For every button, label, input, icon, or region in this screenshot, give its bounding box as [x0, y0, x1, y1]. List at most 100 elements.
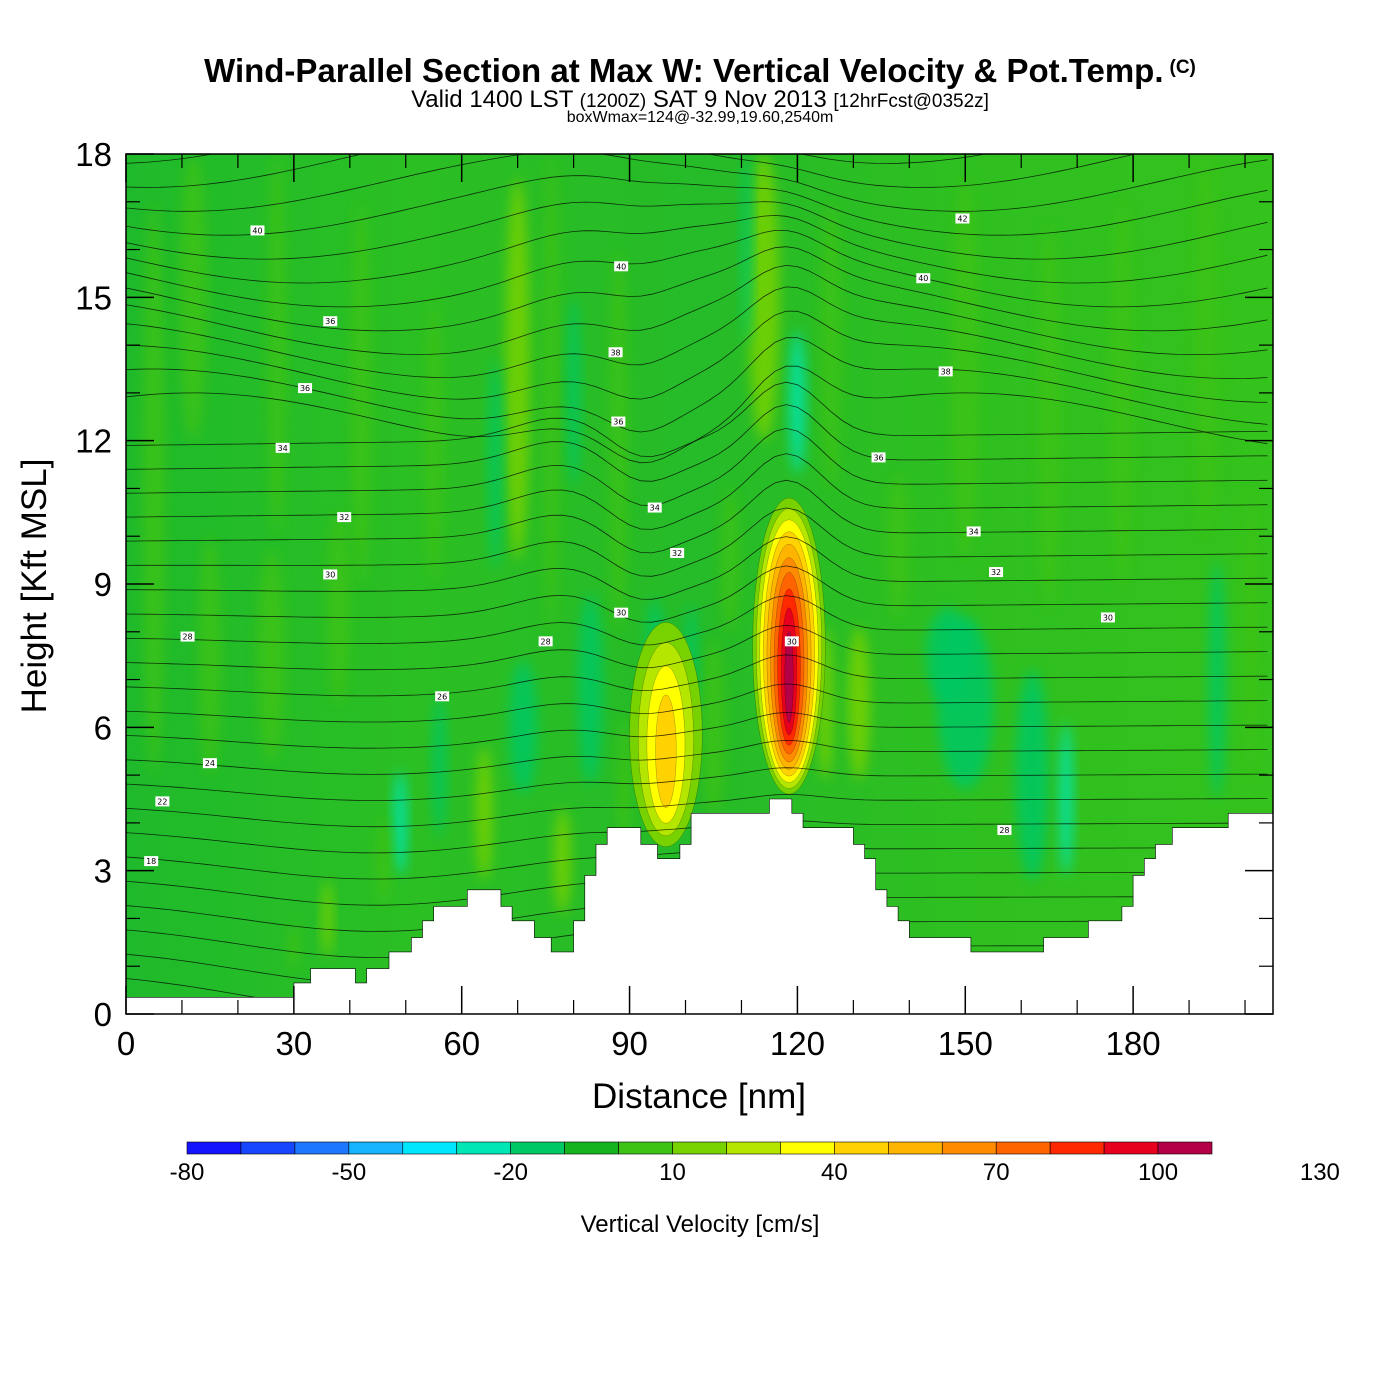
velocity-cell: [268, 154, 287, 537]
contour-label-text: 40: [918, 274, 928, 283]
colorbar-tick-label: 70: [983, 1159, 1010, 1186]
contour-label-text: 36: [300, 384, 310, 393]
velocity-cell: [578, 593, 603, 785]
contour-label-text: 36: [325, 317, 335, 326]
velocity-field: [142, 154, 1258, 971]
velocity-cell: [142, 201, 166, 776]
updraft-contour: [784, 630, 794, 723]
y-tick-label: 0: [94, 996, 112, 1033]
contour-label: 38: [938, 366, 953, 377]
contour-label-text: 34: [650, 504, 660, 513]
velocity-cell: [847, 627, 871, 780]
y-tick-label: 3: [94, 853, 112, 890]
chart-subtitle: Valid 1400 LST (1200Z) SAT 9 Nov 2013 [1…: [0, 86, 1400, 114]
isentrope: [126, 507, 1268, 577]
contour-label-box: [155, 796, 170, 807]
velocity-cell: [432, 693, 447, 838]
isentrope: [126, 536, 1268, 600]
x-tick-label: 180: [1106, 1025, 1161, 1062]
colorbar-swatch: [780, 1141, 835, 1155]
y-tick-label: 9: [94, 566, 112, 603]
velocity-cell: [1208, 560, 1226, 799]
velocity-cell: [926, 607, 971, 704]
copyright-mark: (C): [1169, 57, 1196, 78]
velocity-cell: [748, 154, 780, 441]
colorbar-swatch: [186, 1141, 242, 1155]
contour-label-box: [250, 225, 265, 236]
contour-label: 36: [298, 383, 313, 394]
colorbar-swatch: [941, 1141, 997, 1155]
contour-label-text: 28: [999, 826, 1009, 835]
contour-label-box: [784, 636, 799, 647]
contour-label-box: [611, 416, 626, 427]
contour-label-text: 30: [325, 570, 335, 579]
contour-label-box: [916, 273, 931, 284]
colorbar-tick-label: -20: [493, 1159, 528, 1186]
isentrope: [126, 595, 1268, 646]
isentrope: [126, 453, 1268, 530]
contour-label-box: [608, 347, 623, 358]
contour-label-text: 34: [278, 444, 288, 453]
colorbar-swatch: [1049, 1141, 1105, 1155]
velocity-cell: [257, 550, 286, 761]
contour-label: 40: [250, 225, 265, 236]
velocity-cell: [542, 154, 560, 632]
contour-label: 32: [337, 512, 352, 523]
colorbar-tick-label: 10: [659, 1159, 686, 1186]
contour-label-box: [989, 567, 1004, 578]
velocity-cell: [1243, 488, 1258, 776]
colorbar-swatch: [240, 1141, 296, 1155]
isentrope: [126, 286, 1268, 380]
velocity-cell: [554, 808, 571, 914]
terrain-mask: [126, 798, 1273, 1014]
contour-label-box: [298, 383, 313, 394]
contour-label: 36: [323, 316, 338, 327]
contour-label-box: [938, 366, 953, 377]
contour-label-text: 38: [941, 367, 951, 376]
box-wmax-info: boxWmax=124@-32.99,19.60,2540m: [566, 109, 834, 126]
isentrope: [126, 427, 1268, 507]
contour-label: 36: [611, 416, 626, 427]
x-axis: 0 30 60 90 120 150 180: [117, 154, 1246, 1062]
contour-label-text: 28: [182, 633, 192, 642]
chart-title-text: Wind-Parallel Section at Max W: Vertical…: [204, 52, 1164, 89]
contour-label-text: 42: [957, 215, 967, 224]
isentrope: [126, 230, 1268, 308]
velocity-cell: [327, 512, 350, 704]
isentrope: [126, 404, 1268, 482]
velocity-cell: [376, 818, 391, 905]
colorbar-tick-label: 130: [1300, 1159, 1340, 1186]
contour-label-box: [275, 442, 290, 453]
y-axis-label: Height [Kft MSL]: [15, 459, 54, 714]
contour-label: 34: [647, 502, 662, 513]
contour-label: 24: [202, 758, 217, 769]
contour-label-text: 34: [969, 527, 979, 536]
contour-label-box: [538, 636, 553, 647]
colorbar-swatch: [1157, 1141, 1213, 1155]
colorbar-tick-label: -50: [331, 1159, 366, 1186]
chart-title: Wind-Parallel Section at Max W: Vertical…: [0, 52, 1400, 90]
velocity-cell: [1110, 201, 1134, 584]
velocity-cell: [288, 923, 300, 971]
contour-label-box: [670, 547, 685, 558]
x-tick-label: 120: [770, 1025, 825, 1062]
contour-label-box: [323, 316, 338, 327]
contour-label-box: [955, 213, 970, 224]
contour-label: 40: [916, 273, 931, 284]
isentrope: [126, 683, 1268, 723]
contour-label-text: 22: [157, 797, 167, 806]
isentrope: [126, 246, 1268, 332]
contour-label-box: [1100, 612, 1115, 623]
contour-label: 30: [784, 636, 799, 647]
velocity-cell: [721, 488, 740, 632]
contour-label: 28: [180, 631, 195, 642]
isentrope: [126, 214, 1268, 284]
contour-label-text: 30: [787, 637, 797, 646]
contour-label: 32: [989, 567, 1004, 578]
colorbar-swatch: [564, 1141, 619, 1155]
contour-label-box: [614, 261, 629, 272]
contour-label-box: [337, 512, 352, 523]
x-tick-label: 0: [117, 1025, 135, 1062]
contour-label-box: [871, 452, 886, 463]
